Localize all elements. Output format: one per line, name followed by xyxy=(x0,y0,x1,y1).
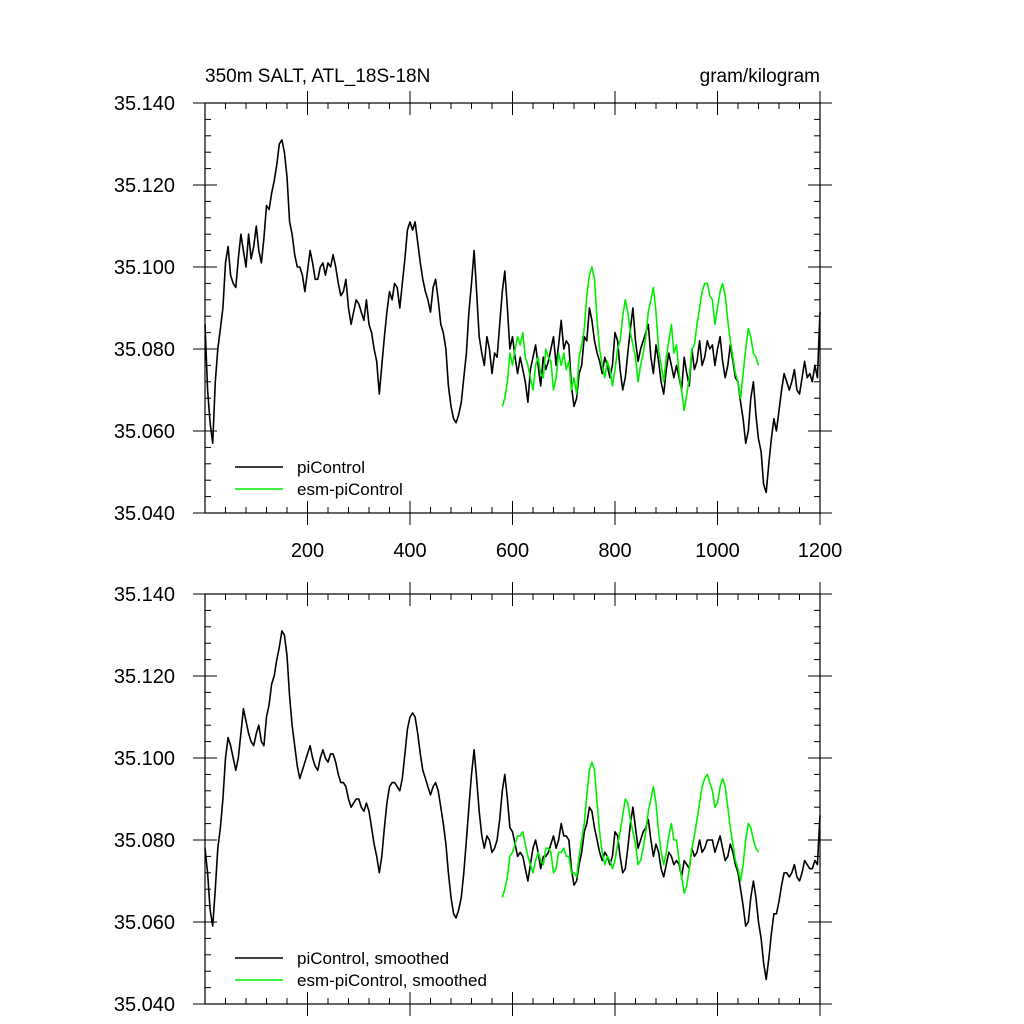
series-line-picontrol-smoothed xyxy=(204,630,821,981)
top-panel: 350m SALT, ATL_18S-18N gram/kilogram 35.… xyxy=(114,66,842,562)
legend-label: piControl xyxy=(297,458,365,477)
units-label: gram/kilogram xyxy=(700,66,820,87)
y-tick-label: 35.140 xyxy=(114,584,175,606)
x-tick-label: 800 xyxy=(598,540,631,562)
x-tick-label: 200 xyxy=(291,540,324,562)
y-tick-label: 35.040 xyxy=(114,994,175,1016)
x-tick-label: 1000 xyxy=(695,540,740,562)
x-tick-label: 1200 xyxy=(798,540,843,562)
chart-title: 350m SALT, ATL_18S-18N xyxy=(205,66,430,87)
y-tick-label: 35.060 xyxy=(114,421,175,443)
legend-label: piControl, smoothed xyxy=(297,949,449,968)
y-tick-label: 35.080 xyxy=(114,339,175,361)
y-tick-label: 35.140 xyxy=(114,93,175,115)
y-tick-label: 35.080 xyxy=(114,830,175,852)
legend-label: esm-piControl, smoothed xyxy=(297,971,487,990)
bottom-panel: 35.140 35.120 35.100 35.080 35.060 35.040 piCo… xyxy=(114,582,832,1016)
y-tick-label: 35.120 xyxy=(114,666,175,688)
y-tick-label: 35.040 xyxy=(114,503,175,525)
y-tick-label: 35.100 xyxy=(114,748,175,770)
legend-label: esm-piControl xyxy=(297,480,403,499)
y-tick-label: 35.060 xyxy=(114,912,175,934)
series-line-esm-picontrol xyxy=(501,266,760,412)
y-tick-label: 35.100 xyxy=(114,257,175,279)
plot-frame xyxy=(204,593,821,1005)
series-line-esm-picontrol-smoothed xyxy=(501,761,760,898)
y-tick-label: 35.120 xyxy=(114,175,175,197)
x-tick-label: 600 xyxy=(496,540,529,562)
x-tick-label: 400 xyxy=(393,540,426,562)
plot-frame xyxy=(204,102,821,514)
series-line-picontrol xyxy=(204,139,821,494)
